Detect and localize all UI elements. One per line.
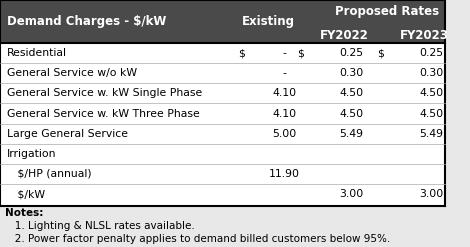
- Text: Residential: Residential: [7, 48, 67, 58]
- Text: $: $: [238, 48, 245, 58]
- Text: General Service w. kW Three Phase: General Service w. kW Three Phase: [7, 108, 199, 119]
- Text: 4.10: 4.10: [273, 88, 297, 98]
- Text: 0.25: 0.25: [419, 48, 443, 58]
- Text: 4.50: 4.50: [339, 108, 363, 119]
- Text: 5.00: 5.00: [273, 129, 297, 139]
- Text: 0.25: 0.25: [339, 48, 363, 58]
- Text: $/HP (annual): $/HP (annual): [7, 169, 91, 179]
- Text: General Service w/o kW: General Service w/o kW: [7, 68, 137, 78]
- Text: $: $: [297, 48, 304, 58]
- Text: 4.50: 4.50: [419, 88, 443, 98]
- Text: $/kW: $/kW: [7, 189, 45, 199]
- Text: 4.10: 4.10: [273, 108, 297, 119]
- Text: FY2023: FY2023: [400, 29, 449, 42]
- Text: Irrigation: Irrigation: [7, 149, 56, 159]
- Text: 5.49: 5.49: [339, 129, 363, 139]
- Text: $: $: [377, 48, 384, 58]
- Text: Demand Charges - $/kW: Demand Charges - $/kW: [7, 15, 166, 28]
- Text: -: -: [282, 48, 287, 58]
- Text: Proposed Rates: Proposed Rates: [335, 4, 439, 18]
- Text: 0.30: 0.30: [419, 68, 443, 78]
- Text: 3.00: 3.00: [339, 189, 363, 199]
- Text: 4.50: 4.50: [419, 108, 443, 119]
- Text: 5.49: 5.49: [419, 129, 443, 139]
- Text: 11.90: 11.90: [269, 169, 300, 179]
- FancyBboxPatch shape: [0, 43, 445, 206]
- Text: FY2022: FY2022: [320, 29, 369, 42]
- Text: Notes:: Notes:: [5, 208, 44, 218]
- Text: Large General Service: Large General Service: [7, 129, 128, 139]
- Text: 3.00: 3.00: [419, 189, 443, 199]
- Text: General Service w. kW Single Phase: General Service w. kW Single Phase: [7, 88, 202, 98]
- Text: 2. Power factor penalty applies to demand billed customers below 95%.: 2. Power factor penalty applies to deman…: [5, 234, 391, 245]
- Text: 4.50: 4.50: [339, 88, 363, 98]
- Text: -: -: [282, 68, 287, 78]
- Text: Existing: Existing: [242, 15, 294, 28]
- FancyBboxPatch shape: [0, 0, 445, 43]
- Text: 0.30: 0.30: [339, 68, 363, 78]
- Text: 1. Lighting & NLSL rates available.: 1. Lighting & NLSL rates available.: [5, 221, 195, 231]
